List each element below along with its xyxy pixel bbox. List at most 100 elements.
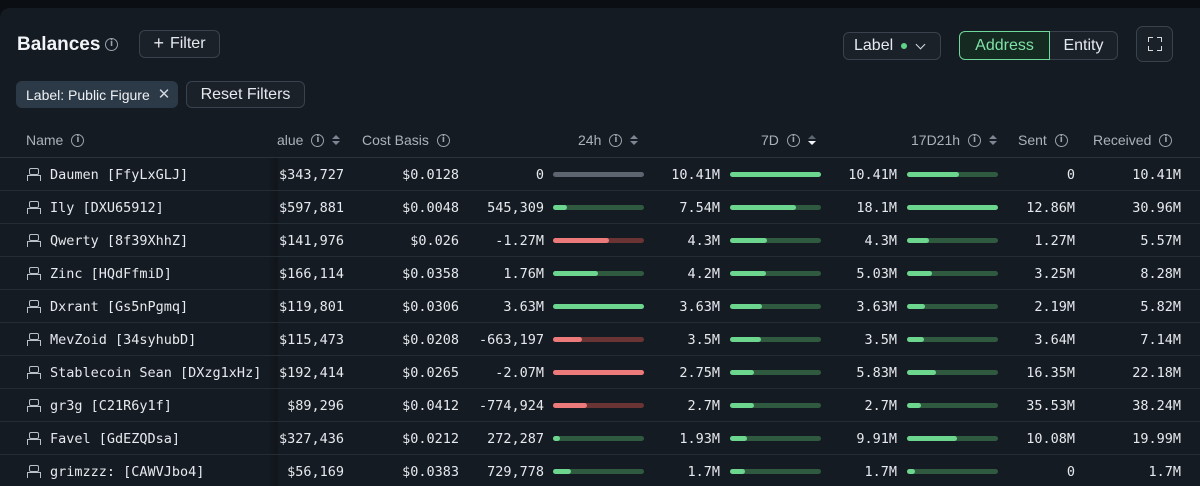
row-name[interactable]: Daumen [FfyLxGLJ] [26, 158, 188, 191]
column-header-17d21h[interactable]: 17D21h i [911, 130, 998, 150]
change-7d-bar [730, 238, 821, 243]
info-icon[interactable]: i [436, 133, 450, 147]
change-7d-cell: 10.41M [671, 166, 720, 183]
change-17d21h-cell: 3.63M [856, 298, 897, 315]
sent-cell: 0 [1066, 463, 1075, 480]
change-7d-cell: 7.54M [679, 199, 720, 216]
change-17d21h-bar [907, 172, 998, 177]
column-header-sent[interactable]: Sent i [1018, 130, 1068, 150]
cost-basis-cell: $0.0265 [402, 364, 459, 381]
sort-desc-icon[interactable] [807, 135, 816, 145]
table-row[interactable]: grimzzz: [CAWVJbo4] $56,169 $0.0383 729,778… [0, 455, 1200, 486]
value-cell: $192,414 [278, 364, 344, 381]
received-cell: 10.41M [1132, 166, 1181, 183]
label-select[interactable]: Label [843, 32, 941, 60]
filter-chip-label[interactable]: Label: Public Figure ✕ [16, 81, 179, 108]
cost-basis-cell: $0.0358 [402, 265, 459, 282]
address-label: Daumen [FfyLxGLJ] [50, 166, 189, 183]
toggle-address[interactable]: Address [959, 31, 1050, 60]
sort-icon[interactable] [332, 135, 341, 145]
address-label: Qwerty [8f39XhhZ] [50, 232, 189, 249]
change-7d-bar [730, 205, 821, 210]
address-label: MevZoid [34syhubD] [50, 331, 197, 348]
change-7d-bar [730, 337, 821, 342]
value-cell: $115,473 [278, 331, 344, 348]
address-label: Favel [GdEZQDsa] [50, 430, 181, 447]
table-row[interactable]: MevZoid [34syhubD] $115,473 $0.0208 -663,19… [0, 323, 1200, 356]
column-header-received[interactable]: Received i [1093, 130, 1173, 150]
sort-icon[interactable] [630, 135, 639, 145]
row-name[interactable]: gr3g [C21R6y1f] [26, 389, 172, 422]
column-fade [268, 422, 278, 454]
info-icon[interactable]: i [105, 38, 118, 51]
change-7d-cell: 4.3M [687, 232, 720, 249]
reset-filters-button[interactable]: Reset Filters [186, 81, 305, 108]
received-cell: 1.7M [1148, 463, 1181, 480]
sent-cell: 2.19M [1034, 298, 1075, 315]
change-17d21h-cell: 4.3M [864, 232, 897, 249]
value-cell: $166,114 [278, 265, 344, 282]
received-cell: 5.57M [1140, 232, 1181, 249]
change-24h-cell: 3.63M [503, 298, 544, 315]
change-7d-cell: 4.2M [687, 265, 720, 282]
sort-icon[interactable] [989, 135, 998, 145]
row-name[interactable]: Ily [DXU65912] [26, 191, 164, 224]
change-7d-cell: 1.7M [687, 463, 720, 480]
column-header-value[interactable]: alue i [277, 130, 341, 150]
column-header-7d[interactable]: 7D i [761, 130, 816, 150]
table-row[interactable]: Ily [DXU65912] $597,881 $0.0048 545,309 7.54… [0, 191, 1200, 224]
info-icon[interactable]: i [1054, 133, 1068, 147]
address-label: grimzzz: [CAWVJbo4] [50, 463, 205, 480]
info-icon[interactable]: i [609, 133, 623, 147]
balances-panel: Balances i + Filter Label Address Entity… [0, 8, 1200, 486]
column-fade [268, 455, 278, 486]
entity-icon [26, 465, 41, 478]
table-row[interactable]: Zinc [HQdFfmiD] $166,114 $0.0358 1.76M 4.2M 5… [0, 257, 1200, 290]
row-name[interactable]: Dxrant [Gs5nPgmq] [26, 290, 188, 323]
value-cell: $327,436 [278, 430, 344, 447]
column-header-name[interactable]: Name i [26, 130, 85, 150]
cost-basis-cell: $0.0128 [402, 166, 459, 183]
table-row[interactable]: Stablecoin Sean [DXzg1xHz] $192,414 $0.026… [0, 356, 1200, 389]
fullscreen-button[interactable] [1136, 26, 1173, 62]
value-cell: $343,727 [278, 166, 344, 183]
row-name[interactable]: Stablecoin Sean [DXzg1xHz] [26, 356, 261, 389]
sent-cell: 0 [1066, 166, 1075, 183]
entity-icon [26, 399, 41, 412]
cost-basis-cell: $0.0212 [402, 430, 459, 447]
toggle-entity[interactable]: Entity [1050, 31, 1118, 60]
table-row[interactable]: Favel [GdEZQDsa] $327,436 $0.0212 272,287 1.… [0, 422, 1200, 455]
column-header-cost-basis[interactable]: Cost Basis i [362, 130, 450, 150]
value-cell: $56,169 [287, 463, 344, 480]
column-fade [268, 224, 278, 256]
change-24h-bar [553, 271, 644, 276]
status-dot-icon [901, 43, 908, 49]
info-icon[interactable]: i [968, 133, 982, 147]
table-row[interactable]: gr3g [C21R6y1f] $89,296 $0.0412 -774,924 2.7… [0, 389, 1200, 422]
column-fade [268, 257, 278, 289]
row-name[interactable]: grimzzz: [CAWVJbo4] [26, 455, 204, 486]
table-row[interactable]: Daumen [FfyLxGLJ] $343,727 $0.0128 0 10.41M 1… [0, 158, 1200, 191]
change-17d21h-bar [907, 271, 998, 276]
address-label: Stablecoin Sean [DXzg1xHz] [50, 364, 262, 381]
table-row[interactable]: Dxrant [Gs5nPgmq] $119,801 $0.0306 3.63M 3.6… [0, 290, 1200, 323]
column-header-24h[interactable]: 24h i [578, 130, 639, 150]
row-name[interactable]: Zinc [HQdFfmiD] [26, 257, 172, 290]
cost-basis-cell: $0.0048 [402, 199, 459, 216]
row-name[interactable]: Qwerty [8f39XhhZ] [26, 224, 188, 257]
received-cell: 5.82M [1140, 298, 1181, 315]
info-icon[interactable]: i [1159, 133, 1173, 147]
info-icon[interactable]: i [786, 133, 800, 147]
change-7d-bar [730, 172, 821, 177]
close-icon[interactable]: ✕ [157, 86, 171, 103]
row-name[interactable]: MevZoid [34syhubD] [26, 323, 196, 356]
sent-cell: 10.08M [1026, 430, 1075, 447]
info-icon[interactable]: i [311, 133, 325, 147]
add-filter-button[interactable]: + Filter [139, 30, 220, 58]
change-17d21h-cell: 9.91M [856, 430, 897, 447]
change-7d-bar [730, 271, 821, 276]
info-icon[interactable]: i [71, 133, 85, 147]
row-name[interactable]: Favel [GdEZQDsa] [26, 422, 180, 455]
table-row[interactable]: Qwerty [8f39XhhZ] $141,976 $0.026 -1.27M 4.3… [0, 224, 1200, 257]
expand-icon [1147, 37, 1162, 51]
